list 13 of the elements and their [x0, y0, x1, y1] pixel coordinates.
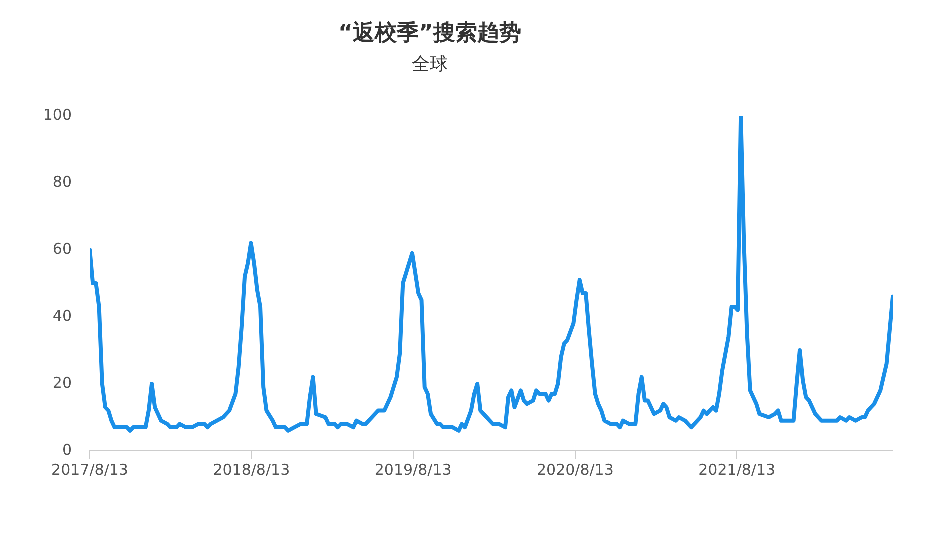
x-tick-label: 2020/8/13: [536, 460, 614, 479]
y-tick-label: 20: [52, 374, 72, 392]
y-tick-label: 80: [52, 172, 72, 191]
x-tick-label: 2018/8/13: [213, 460, 290, 479]
y-tick-label: 60: [52, 240, 72, 258]
x-tick-label: 2021/8/13: [698, 460, 776, 479]
chart-subtitle: 全球: [411, 53, 449, 76]
y-tick-label: 40: [52, 306, 72, 325]
y-tick-label: 0: [62, 440, 72, 459]
y-tick-label: 100: [43, 106, 72, 124]
x-tick-label: 2017/8/13: [52, 460, 128, 479]
chart-title: “返校季”搜索趋势: [338, 20, 522, 48]
x-tick-label: 2019/8/13: [374, 460, 452, 479]
